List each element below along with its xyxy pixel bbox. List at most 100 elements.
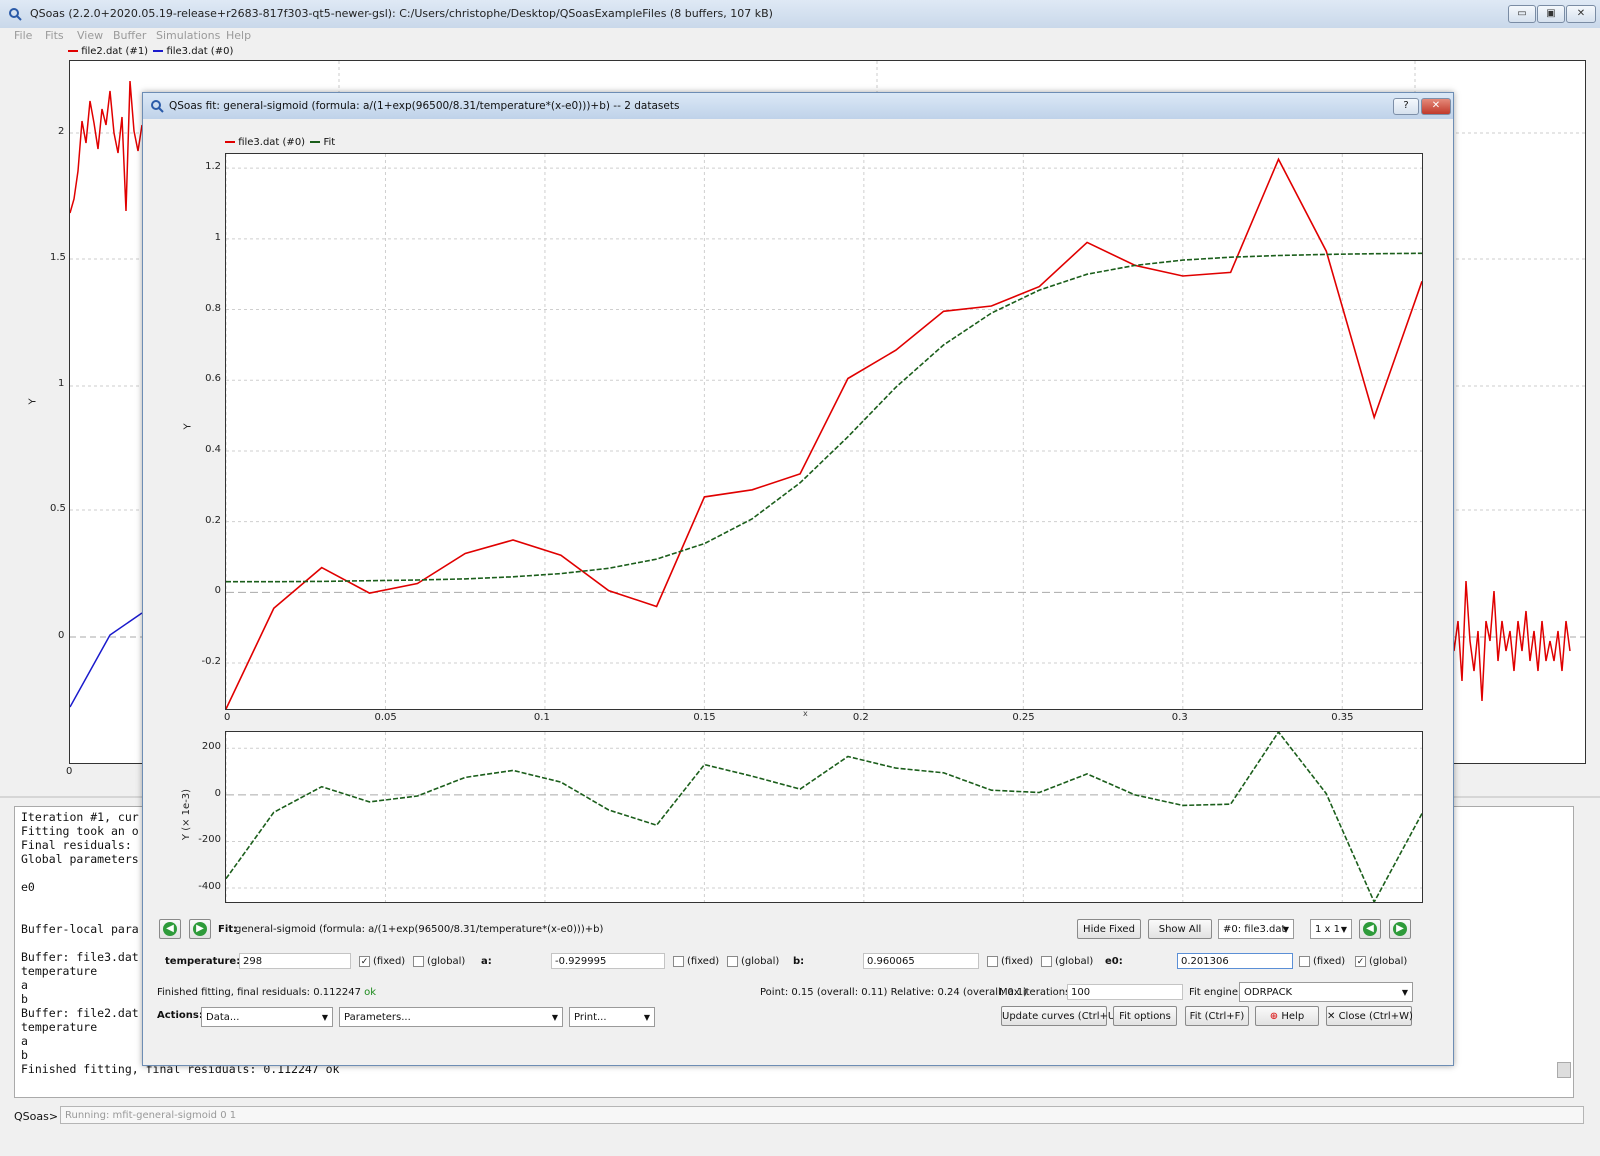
residuals-plot[interactable] xyxy=(225,731,1423,903)
next-dataset-button[interactable]: ▶ xyxy=(189,919,211,939)
fit-plot[interactable] xyxy=(225,153,1423,710)
window-title: QSoas (2.2.0+2020.05.19-release+r2683-81… xyxy=(30,7,773,20)
console-line: Buffer: file3.dat xyxy=(21,950,139,964)
menu-help[interactable]: Help xyxy=(226,29,252,42)
max-iterations-input[interactable]: 100 xyxy=(1067,984,1183,1000)
close-dialog-button[interactable]: ✕ Close (Ctrl+W) xyxy=(1326,1006,1413,1026)
param-e0-input[interactable]: 0.201306 xyxy=(1177,953,1293,969)
x-tick-label: 0.05 xyxy=(374,712,397,723)
series-line-0 xyxy=(226,732,1422,902)
fit-options-button[interactable]: Fit options xyxy=(1113,1006,1177,1026)
residuals-plot-svg xyxy=(226,732,1422,902)
dropdown-arrow-icon: ▼ xyxy=(643,1013,650,1022)
fit-engine-select[interactable]: ODRPACK ▼ xyxy=(1239,982,1413,1002)
global-label: (global) xyxy=(427,956,466,967)
param-a-fixed-checkbox[interactable] xyxy=(673,956,684,967)
param-e0-fixed-checkbox[interactable] xyxy=(1299,956,1310,967)
previous-page-button[interactable]: ◀ xyxy=(1359,919,1381,939)
arrow-left-icon: ◀ xyxy=(1363,922,1377,936)
y-tick-label: 0.2 xyxy=(205,514,221,526)
command-input[interactable]: Running: mfit-general-sigmoid 0 1 xyxy=(60,1106,1584,1124)
y-tick-label: 0.8 xyxy=(205,302,221,314)
main-ytick: 1 xyxy=(58,378,65,389)
y-tick-label: -400 xyxy=(198,881,221,893)
maximize-button[interactable]: ▣ xyxy=(1537,5,1565,23)
menu-file[interactable]: File xyxy=(14,29,33,42)
param-b-fixed-checkbox[interactable] xyxy=(987,956,998,967)
print-actions-value: Print... xyxy=(574,1012,607,1023)
param-e0-global-checkbox[interactable]: ✓ xyxy=(1355,956,1366,967)
param-a-global-checkbox[interactable] xyxy=(727,956,738,967)
close-x-icon: ✕ xyxy=(1327,1011,1336,1022)
param-temperature-input[interactable]: 298 xyxy=(239,953,351,969)
main-xtick: 0 xyxy=(66,766,73,777)
hide-fixed-button[interactable]: Hide Fixed xyxy=(1077,919,1141,939)
dropdown-arrow-icon: ▼ xyxy=(551,1013,558,1022)
fit-engine-value: ODRPACK xyxy=(1244,987,1293,998)
layout-select-value: 1 x 1 xyxy=(1315,924,1340,935)
param-a-label: a: xyxy=(481,956,492,967)
menu-simulations[interactable]: Simulations xyxy=(156,29,221,42)
fit-engine-label: Fit engine: xyxy=(1189,987,1242,998)
global-label: (global) xyxy=(1369,956,1408,967)
menu-fits[interactable]: Fits xyxy=(45,29,64,42)
global-label: (global) xyxy=(1055,956,1094,967)
console-line: a xyxy=(21,978,28,992)
legend-fit: Fit xyxy=(323,137,336,148)
console-scrollbar-thumb[interactable] xyxy=(1557,1062,1571,1078)
arrow-right-icon: ▶ xyxy=(1393,922,1407,936)
dataset-select[interactable]: #0: file3.dat ▼ xyxy=(1218,919,1294,939)
x-tick-label: 0.3 xyxy=(1171,712,1188,723)
fit-status-text: Finished fitting, final residuals: 0.112… xyxy=(157,987,361,998)
fit-plot-legend: file3.dat (#0) Fit xyxy=(225,137,335,148)
param-b-label: b: xyxy=(793,956,805,967)
menu-buffer[interactable]: Buffer xyxy=(113,29,147,42)
qsoas-app-icon xyxy=(9,8,22,21)
x-tick-label: 0 xyxy=(224,712,231,723)
next-page-button[interactable]: ▶ xyxy=(1389,919,1411,939)
x-tick-label: 0.1 xyxy=(533,712,550,723)
close-dialog-label: Close (Ctrl+W) xyxy=(1338,1011,1413,1022)
y-tick-label: 200 xyxy=(201,741,221,753)
minimize-button[interactable]: ▭ xyxy=(1508,5,1536,23)
help-button-label: Help xyxy=(1281,1011,1305,1022)
update-curves-button[interactable]: Update curves (Ctrl+U) xyxy=(1001,1006,1119,1026)
fit-formula: general-sigmoid (formula: a/(1+exp(96500… xyxy=(235,924,604,935)
fit-dialog: QSoas fit: general-sigmoid (formula: a/(… xyxy=(142,92,1454,1066)
show-all-button[interactable]: Show All xyxy=(1148,919,1212,939)
help-button[interactable]: ⊕ Help xyxy=(1255,1006,1319,1026)
main-red-trace-left xyxy=(70,80,143,214)
command-prompt-label: QSoas> xyxy=(14,1110,59,1123)
main-ytick: 0 xyxy=(58,630,65,641)
param-temperature-global-checkbox[interactable] xyxy=(413,956,424,967)
dialog-help-button[interactable]: ? xyxy=(1393,98,1419,115)
print-actions-select[interactable]: Print... ▼ xyxy=(569,1007,655,1027)
residuals-info: Point: 0.15 (overall: 0.11) Relative: 0.… xyxy=(760,987,1028,998)
param-b-input[interactable]: 0.960065 xyxy=(863,953,979,969)
console-line: temperature xyxy=(21,1020,98,1034)
fixed-label: (fixed) xyxy=(1313,956,1346,967)
layout-select[interactable]: 1 x 1 ▼ xyxy=(1310,919,1352,939)
dialog-close-button[interactable]: ✕ xyxy=(1421,98,1451,115)
fit-button[interactable]: Fit (Ctrl+F) xyxy=(1185,1006,1249,1026)
console-line: b xyxy=(21,992,28,1006)
close-window-button[interactable]: ✕ xyxy=(1566,5,1596,23)
dialog-title: QSoas fit: general-sigmoid (formula: a/(… xyxy=(169,100,680,112)
y-tick-label: 0.4 xyxy=(205,443,221,455)
qsoas-dialog-icon xyxy=(151,100,164,113)
y-tick-label: -200 xyxy=(198,834,221,846)
parameters-actions-select[interactable]: Parameters... ▼ xyxy=(339,1007,563,1027)
dropdown-arrow-icon: ▼ xyxy=(321,1013,328,1022)
legend-swatch-fit xyxy=(310,141,321,143)
previous-dataset-button[interactable]: ◀ xyxy=(159,919,181,939)
main-titlebar: QSoas (2.2.0+2020.05.19-release+r2683-81… xyxy=(0,0,1600,29)
param-a-input[interactable]: -0.929995 xyxy=(551,953,665,969)
residuals-ylabel: Y (× 1e-3) xyxy=(181,788,193,841)
param-b-global-checkbox[interactable] xyxy=(1041,956,1052,967)
y-tick-label: 0 xyxy=(214,787,221,799)
menu-view[interactable]: View xyxy=(77,29,104,42)
data-actions-select[interactable]: Data... ▼ xyxy=(201,1007,333,1027)
console-line: b xyxy=(21,1048,28,1062)
console-line: Final residuals: xyxy=(21,838,132,852)
param-temperature-fixed-checkbox[interactable]: ✓ xyxy=(359,956,370,967)
